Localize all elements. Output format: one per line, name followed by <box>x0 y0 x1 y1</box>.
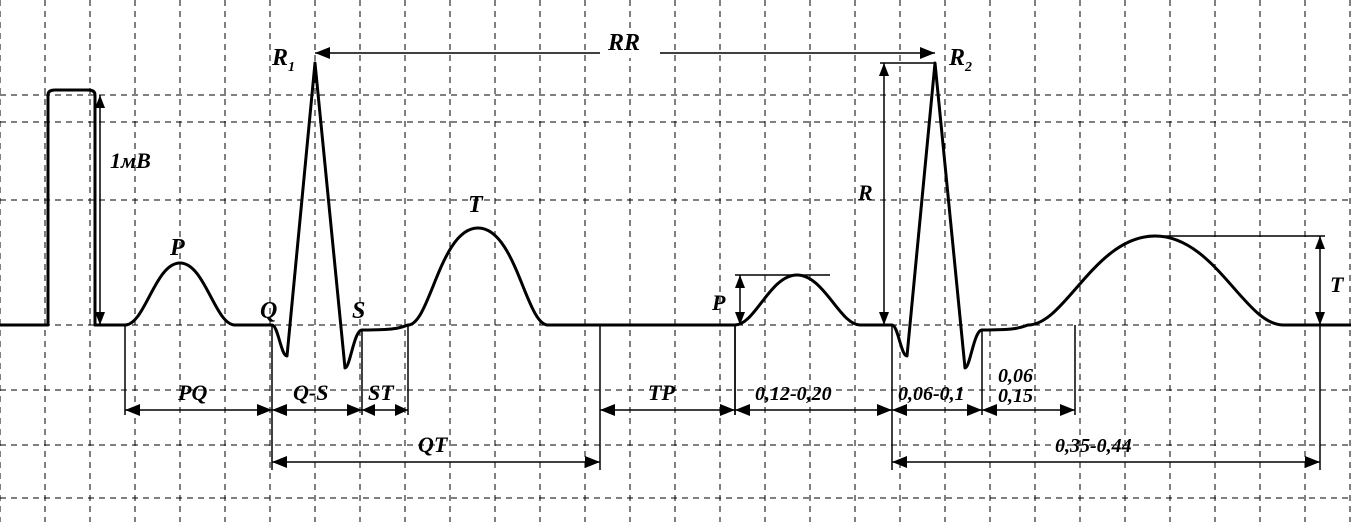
beat1-dimensions: PQ Q-S ST QT TP <box>125 325 735 470</box>
svg-text:0,15: 0,15 <box>998 385 1033 407</box>
t-wave-label: T <box>468 192 484 218</box>
svg-text:0,06-0,1: 0,06-0,1 <box>898 383 965 405</box>
beat2-dimensions: 0,12-0,20 0,06-0,1 0,06 0,15 0,35-0,44 <box>735 325 1320 470</box>
grid <box>0 0 1351 522</box>
svg-text:P: P <box>711 290 726 315</box>
svg-text:RR: RR <box>607 30 640 56</box>
p-wave-label: P <box>169 235 185 261</box>
svg-text:Q-S: Q-S <box>293 380 328 405</box>
r2-label: R2 <box>948 45 972 75</box>
svg-text:PQ: PQ <box>177 380 207 405</box>
calibration-dimension: 1мВ <box>95 95 151 325</box>
amplitude-dimensions: P R T <box>711 63 1345 325</box>
r1-label: R1 <box>271 45 295 75</box>
rr-interval: RR <box>315 28 935 59</box>
svg-text:ST: ST <box>368 380 395 405</box>
s-wave-label: S <box>352 298 365 324</box>
q-wave-label: Q <box>260 298 277 324</box>
ecg-diagram: 1мВ P Q S T R1 R2 RR PQ Q-S <box>0 0 1351 522</box>
svg-text:0,35-0,44: 0,35-0,44 <box>1055 435 1132 457</box>
svg-text:R: R <box>857 180 873 205</box>
svg-text:TP: TP <box>648 380 675 405</box>
svg-text:0,06: 0,06 <box>998 365 1033 387</box>
calibration-label: 1мВ <box>110 148 151 173</box>
svg-text:T: T <box>1330 272 1345 297</box>
calibration-pulse <box>0 90 95 325</box>
ecg-waveform <box>95 63 1351 368</box>
svg-text:QT: QT <box>418 432 449 457</box>
svg-text:0,12-0,20: 0,12-0,20 <box>755 383 832 405</box>
